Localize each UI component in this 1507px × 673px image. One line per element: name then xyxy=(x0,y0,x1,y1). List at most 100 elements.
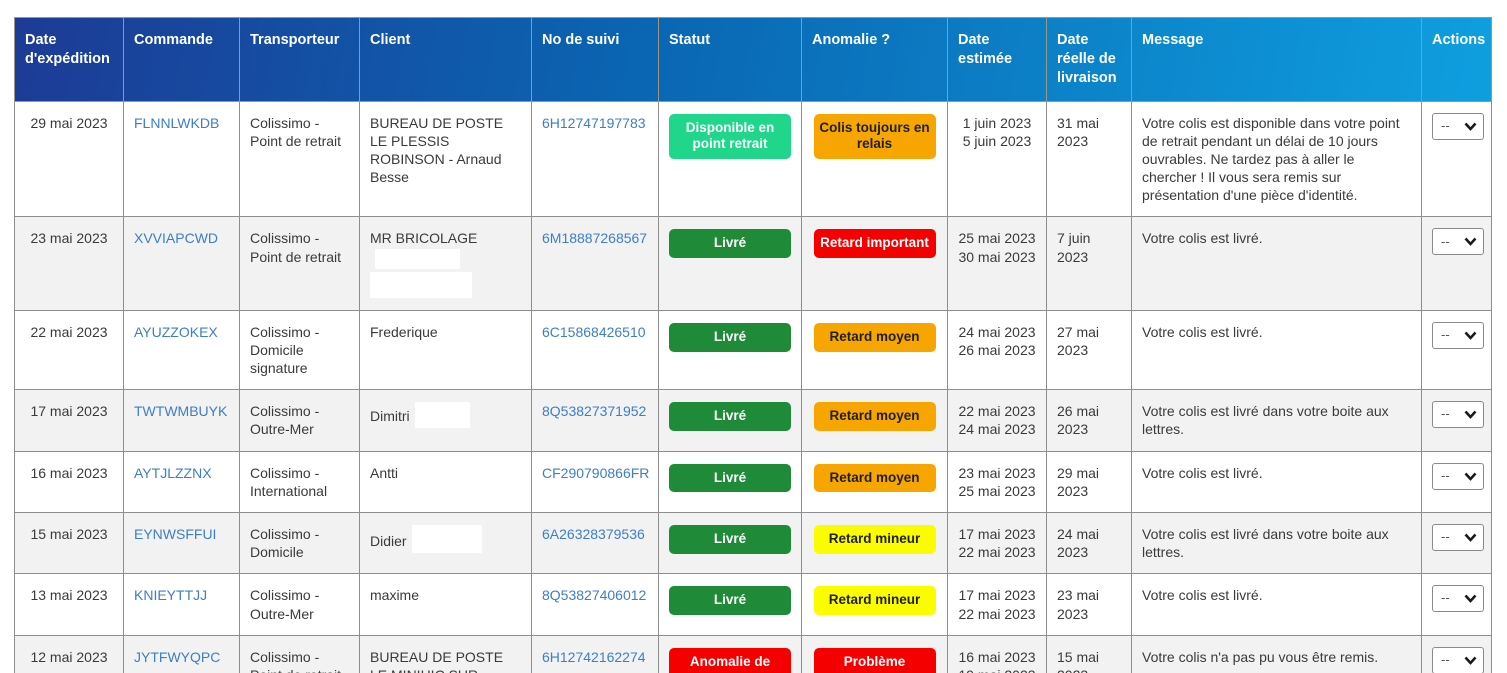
cell-date-expedition: 12 mai 2023 xyxy=(14,634,124,673)
cell-transporteur: Colissimo - Point de retrait xyxy=(239,216,360,311)
cell-transporteur: Colissimo - Outre-Mer xyxy=(239,573,360,636)
estimated-date: 22 mai 2023 xyxy=(958,403,1036,420)
action-select[interactable]: -- xyxy=(1432,321,1484,349)
cell-tracking: 6A26328379536 xyxy=(531,511,659,575)
action-select-value: -- xyxy=(1441,326,1450,342)
cell-transporteur: Colissimo - Domicile signature xyxy=(239,309,360,391)
cell-anomalie: Retard moyen xyxy=(801,450,948,513)
client-name: Dimitri xyxy=(370,408,410,425)
cell-statut: Livré xyxy=(658,450,802,513)
commande-link[interactable]: AYTJLZZNX xyxy=(134,464,212,481)
client-name: BUREAU DE POSTE LE PLESSIS ROBINSON - Ar… xyxy=(370,114,504,186)
shipments-table: Date d'expédition Commande Transporteur … xyxy=(14,17,1492,673)
action-select[interactable]: -- xyxy=(1432,523,1484,551)
status-badge: Livré xyxy=(669,463,791,493)
chevron-down-icon xyxy=(1464,331,1477,340)
tracking-link[interactable]: 8Q53827371952 xyxy=(542,403,647,420)
cell-actions: -- xyxy=(1421,450,1492,513)
header-message: Message xyxy=(1131,17,1422,102)
cell-date-estimee: 22 mai 2023 24 mai 2023 xyxy=(947,389,1047,452)
anomaly-badge: Colis toujours en relais xyxy=(813,113,936,160)
action-select[interactable]: -- xyxy=(1432,646,1484,673)
tracking-link[interactable]: 6H12742162274 xyxy=(542,648,646,665)
cell-anomalie: Retard important xyxy=(801,216,948,311)
cell-transporteur: Colissimo - International xyxy=(239,450,360,513)
table-row: 13 mai 2023 KNIEYTTJJ Colissimo - Outre-Me… xyxy=(14,573,1492,636)
cell-client: Didier xyxy=(359,511,532,575)
tracking-link[interactable]: 6A26328379536 xyxy=(542,525,645,542)
header-no-de-suivi: No de suivi xyxy=(531,17,659,102)
client-name: Antti xyxy=(370,464,399,481)
header-date-reelle: Date réelle de livraison xyxy=(1046,17,1132,102)
cell-date-expedition: 17 mai 2023 xyxy=(14,389,124,452)
cell-anomalie: Retard moyen xyxy=(801,309,948,391)
estimated-date: 24 mai 2023 xyxy=(958,421,1036,438)
estimated-date: 23 mai 2023 xyxy=(958,464,1036,481)
tracking-link[interactable]: 6H12747197783 xyxy=(542,114,646,131)
cell-actions: -- xyxy=(1421,389,1492,452)
table-row: 23 mai 2023 XVVIAPCWD Colissimo - Point de… xyxy=(14,216,1492,311)
redaction-box xyxy=(370,271,472,298)
status-badge: Livré xyxy=(669,524,791,554)
estimated-date: 30 mai 2023 xyxy=(958,248,1036,265)
commande-link[interactable]: XVVIAPCWD xyxy=(134,230,219,247)
cell-message: Votre colis est disponible dans votre po… xyxy=(1131,100,1422,218)
commande-link[interactable]: TWTWMBUYK xyxy=(134,403,228,420)
cell-statut: Livré xyxy=(658,309,802,391)
tracking-link[interactable]: 8Q53827406012 xyxy=(542,587,647,604)
commande-link[interactable]: AYUZZOKEX xyxy=(134,323,218,340)
cell-message: Votre colis est livré. xyxy=(1131,216,1422,311)
cell-transporteur: Colissimo - Outre-Mer xyxy=(239,389,360,452)
commande-link[interactable]: EYNWSFFUI xyxy=(134,525,217,542)
client-name: Didier xyxy=(370,532,407,549)
cell-date-expedition: 16 mai 2023 xyxy=(14,450,124,513)
action-select[interactable]: -- xyxy=(1432,585,1484,613)
tracking-link[interactable]: 6M18887268567 xyxy=(542,230,648,247)
cell-client: Antti xyxy=(359,450,532,513)
tracking-link[interactable]: CF290790866FR xyxy=(542,464,650,481)
cell-date-estimee: 24 mai 2023 26 mai 2023 xyxy=(947,309,1047,391)
cell-tracking: 6M18887268567 xyxy=(531,216,659,311)
action-select[interactable]: -- xyxy=(1432,401,1484,429)
cell-date-reelle: 23 mai 2023 xyxy=(1046,573,1132,636)
cell-statut: Disponible en point retrait xyxy=(658,100,802,218)
cell-transporteur: Colissimo - Domicile xyxy=(239,511,360,575)
cell-client: Frederique xyxy=(359,309,532,391)
cell-date-reelle: 31 mai 2023 xyxy=(1046,100,1132,218)
cell-date-expedition: 29 mai 2023 xyxy=(14,100,124,218)
table-row: 17 mai 2023 TWTWMBUYK Colissimo - Outre-Me… xyxy=(14,389,1492,452)
cell-anomalie: Retard moyen xyxy=(801,389,948,452)
cell-date-expedition: 23 mai 2023 xyxy=(14,216,124,311)
cell-actions: -- xyxy=(1421,511,1492,575)
cell-commande: JYTFWYQPC xyxy=(123,634,240,673)
action-select[interactable]: -- xyxy=(1432,462,1484,490)
action-select[interactable]: -- xyxy=(1432,228,1484,256)
action-select-value: -- xyxy=(1441,117,1450,133)
status-badge: Livré xyxy=(669,322,791,352)
cell-client: MR BRICOLAGE xyxy=(359,216,532,311)
cell-date-estimee: 16 mai 202319 mai 2023 xyxy=(947,634,1047,673)
anomaly-badge: Retard moyen xyxy=(813,463,936,493)
status-badge: Anomalie de livraison xyxy=(669,647,791,673)
tracking-link[interactable]: 6C15868426510 xyxy=(542,323,646,340)
estimated-date: 1 juin 2023 xyxy=(962,114,1032,131)
cell-commande: TWTWMBUYK xyxy=(123,389,240,452)
status-badge: Livré xyxy=(669,402,791,432)
anomaly-badge: Problème transporteur xyxy=(813,647,936,673)
anomaly-badge: Retard moyen xyxy=(813,322,936,352)
status-badge: Livré xyxy=(669,586,791,616)
commande-link[interactable]: FLNNLWKDB xyxy=(134,114,220,131)
estimated-date: 25 mai 2023 xyxy=(958,230,1036,247)
commande-link[interactable]: KNIEYTTJJ xyxy=(134,587,208,604)
estimated-date: 22 mai 2023 xyxy=(958,605,1036,622)
cell-client: BUREAU DE POSTE LE MINIHIC SUR RANCE BP … xyxy=(359,634,532,673)
estimated-date: 25 mai 2023 xyxy=(958,482,1036,499)
header-date-expedition: Date d'expédition xyxy=(14,17,124,102)
chevron-down-icon xyxy=(1464,533,1477,542)
header-transporteur: Transporteur xyxy=(239,17,360,102)
action-select[interactable]: -- xyxy=(1432,112,1484,140)
redaction-box xyxy=(411,524,482,553)
client-name: maxime xyxy=(370,587,420,604)
commande-link[interactable]: JYTFWYQPC xyxy=(134,648,221,665)
action-select-value: -- xyxy=(1441,651,1450,667)
